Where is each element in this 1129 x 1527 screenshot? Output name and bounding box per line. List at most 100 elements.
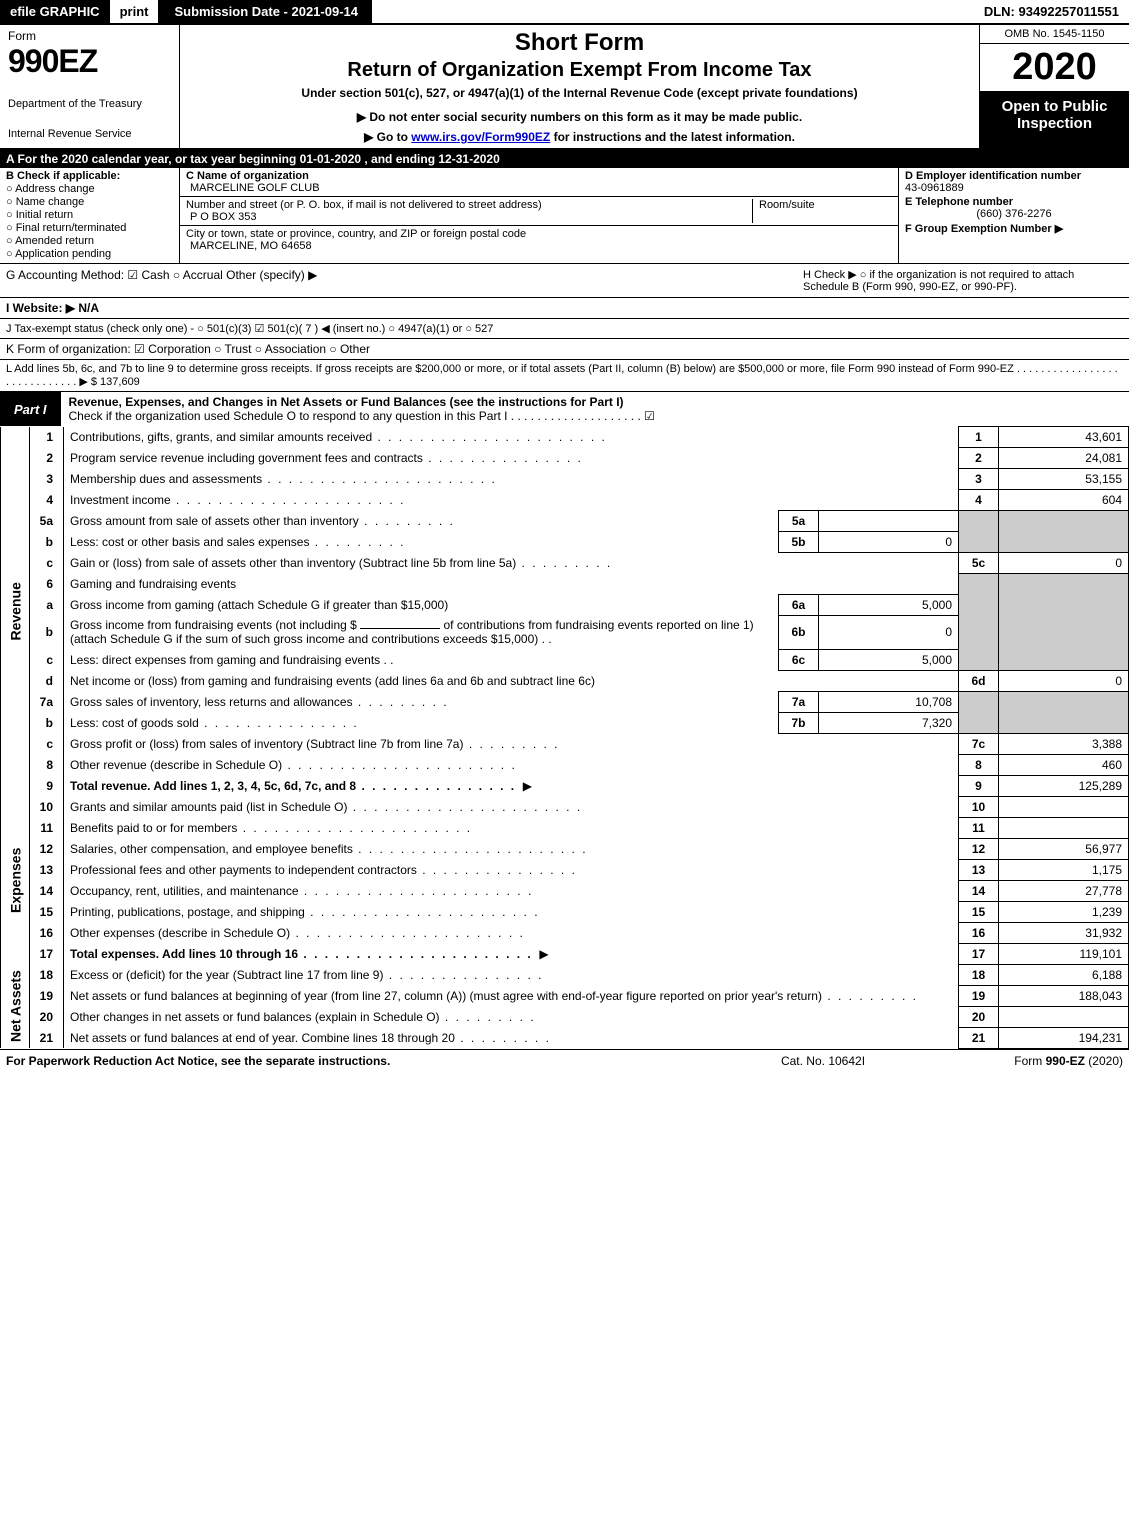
l6d-desc: Net income or (loss) from gaming and fun… [64, 670, 959, 691]
line-7a: 7a Gross sales of inventory, less return… [1, 691, 1129, 712]
l1-num: 1 [30, 427, 64, 448]
l5ab-greycol [959, 511, 999, 553]
footer-left: For Paperwork Reduction Act Notice, see … [6, 1054, 723, 1068]
expenses-side-label: Expenses [1, 796, 30, 964]
chk-final-return[interactable]: Final return/terminated [6, 222, 173, 234]
l7a-desc: Gross sales of inventory, less returns a… [70, 695, 449, 709]
top-bar: efile GRAPHIC print Submission Date - 20… [0, 0, 1129, 25]
l6a-num: a [30, 594, 64, 615]
l13-desc: Professional fees and other payments to … [70, 863, 577, 877]
room-suite-label: Room/suite [752, 199, 892, 223]
footer-right: Form 990-EZ (2020) [923, 1054, 1123, 1068]
line-3: 3 Membership dues and assessments 3 53,1… [1, 469, 1129, 490]
line-20: 20 Other changes in net assets or fund b… [1, 1006, 1129, 1027]
row-j-tax-exempt: J Tax-exempt status (check only one) - ○… [0, 319, 1129, 339]
org-address: P O BOX 353 [190, 211, 256, 223]
l5c-col: 5c [959, 553, 999, 574]
l10-num: 10 [30, 796, 64, 817]
line-10: Expenses 10 Grants and similar amounts p… [1, 796, 1129, 817]
l9-col: 9 [959, 775, 999, 796]
line-a: A For the 2020 calendar year, or tax yea… [0, 150, 1129, 168]
efile-label: efile GRAPHIC [0, 0, 110, 23]
line-7c: c Gross profit or (loss) from sales of i… [1, 733, 1129, 754]
line-6: 6 Gaming and fundraising events [1, 574, 1129, 595]
l15-num: 15 [30, 901, 64, 922]
dept-irs: Internal Revenue Service [8, 128, 171, 140]
l5b-subval: 0 [819, 532, 959, 553]
l19-desc: Net assets or fund balances at beginning… [70, 989, 918, 1003]
l6c-desc: Less: direct expenses from gaming and fu… [70, 653, 380, 667]
chk-address-change[interactable]: Address change [6, 183, 173, 195]
l18-col: 18 [959, 964, 999, 985]
box-b-header: B Check if applicable: [6, 170, 173, 182]
chk-initial-return[interactable]: Initial return [6, 209, 173, 221]
l6c-num: c [30, 649, 64, 670]
note-link: ▶ Go to www.irs.gov/Form990EZ for instru… [188, 130, 971, 144]
header-left: Form 990EZ Department of the Treasury In… [0, 25, 180, 148]
l3-num: 3 [30, 469, 64, 490]
part-1-title: Revenue, Expenses, and Changes in Net As… [61, 392, 1129, 426]
line-5c: c Gain or (loss) from sale of assets oth… [1, 553, 1129, 574]
l14-col: 14 [959, 880, 999, 901]
row-i-website: I Website: ▶ N/A [0, 298, 1129, 319]
l10-desc: Grants and similar amounts paid (list in… [70, 800, 582, 814]
header-right: OMB No. 1545-1150 2020 Open to Public In… [979, 25, 1129, 148]
l5c-num: c [30, 553, 64, 574]
l7c-amount: 3,388 [999, 733, 1129, 754]
dln-number: DLN: 93492257011551 [974, 0, 1129, 23]
l11-amount [999, 817, 1129, 838]
addr-label: Number and street (or P. O. box, if mail… [186, 199, 542, 211]
l11-num: 11 [30, 817, 64, 838]
l13-col: 13 [959, 859, 999, 880]
l7ab-greyamt [999, 691, 1129, 733]
box-b: B Check if applicable: Address change Na… [0, 168, 180, 263]
l6b-subval: 0 [819, 615, 959, 649]
l6b-blank [360, 628, 440, 629]
line-13: 13 Professional fees and other payments … [1, 859, 1129, 880]
l9-amount: 125,289 [999, 775, 1129, 796]
l5a-subval [819, 511, 959, 532]
print-link[interactable]: print [110, 0, 161, 23]
line-18: Net Assets 18 Excess or (deficit) for th… [1, 964, 1129, 985]
irs-link[interactable]: www.irs.gov/Form990EZ [411, 130, 550, 144]
form-number: 990EZ [8, 43, 171, 80]
footer-center: Cat. No. 10642I [723, 1054, 923, 1068]
header-center: Short Form Return of Organization Exempt… [180, 25, 979, 148]
chk-amended-return[interactable]: Amended return [6, 235, 173, 247]
l5b-desc: Less: cost or other basis and sales expe… [70, 535, 405, 549]
chk-application-pending[interactable]: Application pending [6, 248, 173, 260]
l5b-sub: 5b [779, 532, 819, 553]
group-exemption-label: F Group Exemption Number ▶ [905, 222, 1123, 235]
l5c-desc: Gain or (loss) from sale of assets other… [70, 556, 612, 570]
l7a-sub: 7a [779, 691, 819, 712]
chk-name-change[interactable]: Name change [6, 196, 173, 208]
l18-amount: 6,188 [999, 964, 1129, 985]
org-city: MARCELINE, MO 64658 [190, 240, 312, 252]
l3-desc: Membership dues and assessments [70, 472, 497, 486]
omb-number: OMB No. 1545-1150 [980, 25, 1129, 44]
l15-col: 15 [959, 901, 999, 922]
l20-col: 20 [959, 1006, 999, 1027]
l19-col: 19 [959, 985, 999, 1006]
l6a-sub: 6a [779, 594, 819, 615]
line-14: 14 Occupancy, rent, utilities, and maint… [1, 880, 1129, 901]
l7c-col: 7c [959, 733, 999, 754]
note2-post: for instructions and the latest informat… [550, 130, 795, 144]
l13-num: 13 [30, 859, 64, 880]
l6b-desc-cell: Gross income from fundraising events (no… [64, 615, 779, 649]
l12-amount: 56,977 [999, 838, 1129, 859]
org-name: MARCELINE GOLF CLUB [190, 182, 320, 194]
row-k-form-org: K Form of organization: ☑ Corporation ○ … [0, 339, 1129, 360]
l6d-amount: 0 [999, 670, 1129, 691]
l17-desc: Total expenses. Add lines 10 through 16 [70, 947, 533, 961]
l6a-subval: 5,000 [819, 594, 959, 615]
l6abc-greycol [959, 574, 999, 671]
l2-col: 2 [959, 448, 999, 469]
l5c-amount: 0 [999, 553, 1129, 574]
l8-amount: 460 [999, 754, 1129, 775]
l7a-num: 7a [30, 691, 64, 712]
l15-amount: 1,239 [999, 901, 1129, 922]
line-9: 9 Total revenue. Add lines 1, 2, 3, 4, 5… [1, 775, 1129, 796]
l4-num: 4 [30, 490, 64, 511]
l14-desc: Occupancy, rent, utilities, and maintena… [70, 884, 533, 898]
